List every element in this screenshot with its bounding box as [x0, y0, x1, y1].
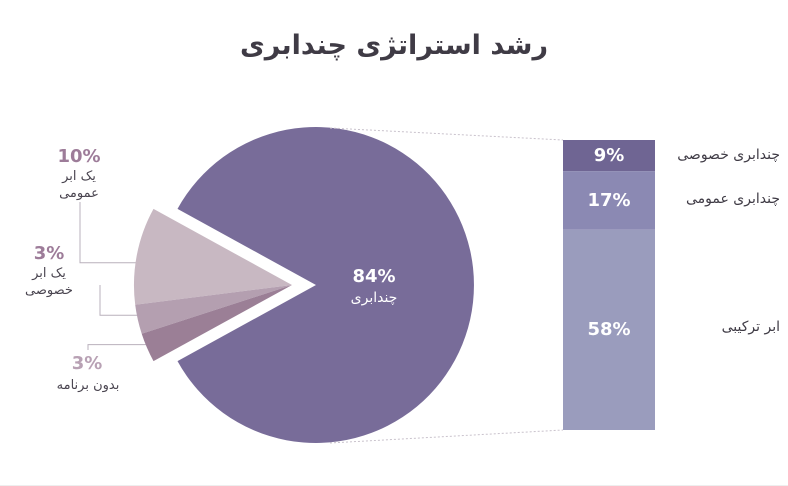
- slice-label-noplan-name: بدون برنامه: [56, 378, 120, 393]
- slice-label-private-value: 3%: [33, 243, 65, 264]
- stacked-bar: [563, 140, 655, 430]
- slice-label-private-line1: یک ابر: [32, 266, 66, 281]
- connector-lines: [329, 127, 564, 444]
- leader-line-noplan: [87, 344, 155, 350]
- connector-top: [329, 127, 564, 141]
- slice-hybrid: [177, 127, 474, 444]
- pie-chart: [133, 127, 474, 444]
- stack-value-private: 9%: [593, 145, 625, 166]
- slice-label-public-line2: عمومی: [59, 186, 99, 201]
- chart-title: رشد استراتژی چندابری: [239, 30, 549, 61]
- stack-label-private: چندابری خصوصی: [677, 147, 780, 163]
- slice-no-plan: [141, 285, 292, 362]
- stack-value-hybrid: 58%: [587, 319, 631, 340]
- stack-label-hybrid: ابر ترکیبی: [721, 319, 780, 335]
- slice-private-single: [135, 285, 292, 334]
- slice-label-private-line2: خصوصی: [25, 283, 73, 298]
- stack-segment-public: [563, 171, 655, 230]
- stack-label-public: چندابری عمومی: [686, 191, 780, 207]
- stack-segment-hybrid: [563, 229, 655, 430]
- slice-label-hybrid-value: 84%: [352, 266, 396, 287]
- slice-label-public-value: 10%: [57, 146, 101, 167]
- slice-label-public-line1: یک ابر: [62, 169, 96, 184]
- connector-bottom: [329, 429, 564, 444]
- slice-label-noplan-value: 3%: [71, 353, 103, 374]
- stack-value-public: 17%: [587, 190, 631, 211]
- stack-segment-private: [563, 140, 655, 172]
- slice-public-single: [133, 208, 292, 305]
- slice-label-hybrid-name: چندابری: [350, 290, 398, 306]
